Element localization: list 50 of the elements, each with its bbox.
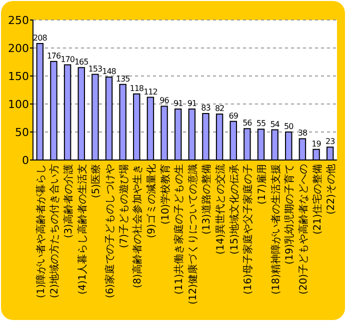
y-tick-label: 50 bbox=[15, 126, 29, 139]
x-tick-label: (2)地域の方たちの付き合い方 bbox=[48, 164, 61, 298]
data-label: 112 bbox=[144, 87, 158, 96]
data-label: 170 bbox=[60, 54, 75, 64]
x-tick-label: (4)1人暮らし高齢者の生活支 bbox=[76, 164, 88, 295]
data-label: 82 bbox=[214, 104, 225, 114]
data-label: 23 bbox=[325, 137, 336, 146]
data-label: 38 bbox=[298, 128, 308, 138]
data-label: 19 bbox=[312, 139, 322, 148]
data-label: 176 bbox=[46, 51, 62, 60]
data-label: 54 bbox=[270, 120, 280, 129]
data-label: 91 bbox=[187, 99, 197, 108]
data-label: 56 bbox=[242, 118, 252, 128]
data-label: 165 bbox=[74, 58, 89, 67]
x-tick-label: (6)家庭での子どものしつけや bbox=[104, 164, 116, 298]
x-tick-label: (18)精神障がい者の生活支援 bbox=[270, 164, 282, 295]
x-tick-label: (21)住宅の整備 bbox=[311, 164, 324, 235]
x-tick-label: (20)子どもや高齢者などへの bbox=[297, 164, 310, 295]
data-label: 96 bbox=[160, 96, 170, 106]
data-label: 208 bbox=[33, 34, 48, 43]
x-tick-label: (11)共働き家庭の子どもの生 bbox=[173, 164, 186, 295]
data-label: 118 bbox=[130, 84, 144, 93]
x-tick-label: (19)乳幼児期の子育て bbox=[284, 164, 296, 265]
y-tick-label: 150 bbox=[8, 70, 29, 83]
y-tick-label: 200 bbox=[8, 42, 29, 55]
x-tick-label: (15)地域文化の伝承 bbox=[228, 164, 240, 255]
x-tick-label: (9)ゴミの減量化 bbox=[145, 164, 158, 238]
y-tick-label: 0 bbox=[22, 154, 29, 167]
data-label: 153 bbox=[88, 64, 102, 74]
data-label: 55 bbox=[256, 119, 266, 128]
x-tick-label: (12)健康づくりについての意識 bbox=[186, 164, 199, 305]
data-label: 83 bbox=[201, 104, 211, 113]
x-tick-label: (7)子どもの遊び場 bbox=[118, 164, 130, 248]
data-label: 91 bbox=[173, 99, 184, 108]
x-tick-label: (14)異世代との交流 bbox=[214, 164, 227, 255]
x-tick-label: (17)雇用 bbox=[256, 164, 268, 205]
x-tick-label: (10)学校教育 bbox=[159, 164, 172, 225]
x-tick-label: (13)道路の整備 bbox=[200, 164, 213, 235]
data-label: 69 bbox=[228, 111, 238, 120]
y-tick-label: 100 bbox=[8, 98, 29, 111]
data-label: 50 bbox=[284, 122, 294, 131]
x-tick-label: (16)母子家庭や父子家庭の子 bbox=[242, 164, 254, 295]
x-tick-label: (22)その他 bbox=[325, 164, 338, 215]
data-label: 135 bbox=[116, 74, 130, 84]
data-label: 148 bbox=[102, 67, 116, 76]
y-tick-label: 250 bbox=[8, 14, 29, 27]
x-tick-label: (3)高齢者の介護 bbox=[62, 164, 75, 238]
x-tick-label: (1)障がい者や高齢者が暮らし bbox=[34, 164, 47, 298]
x-tick-label: (8)高齢者の社会参加や生き bbox=[132, 164, 144, 288]
x-tick-label: (5)医療 bbox=[90, 164, 102, 198]
